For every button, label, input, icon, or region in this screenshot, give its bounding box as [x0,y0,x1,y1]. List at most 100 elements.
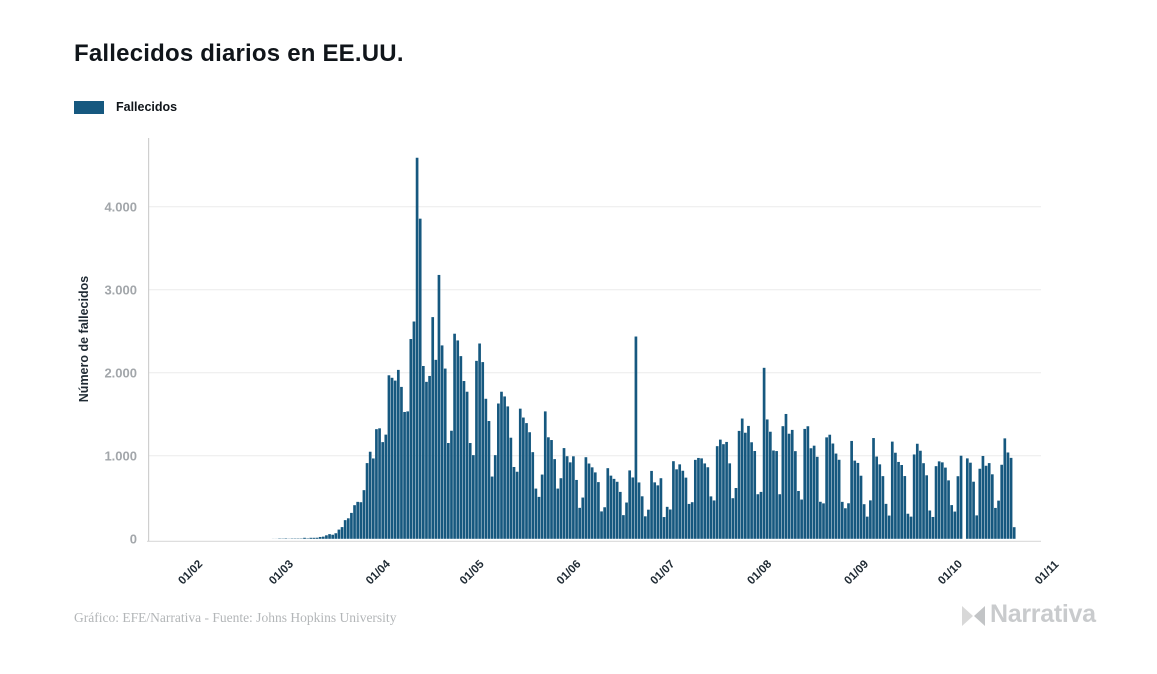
bar [887,515,891,539]
bar [800,499,803,539]
bar [396,369,400,539]
bar [584,457,588,539]
bar [665,506,669,539]
bar [812,445,816,539]
bar [356,501,360,539]
bar [809,448,813,539]
bar [725,441,728,539]
bar [915,443,919,539]
bar [700,458,703,539]
bar [912,454,916,539]
legend: Fallecidos [74,100,177,114]
bar [450,430,453,539]
bar [747,425,750,539]
bar [884,503,888,539]
bar [728,463,732,539]
bar [715,446,719,539]
bar [953,511,957,539]
bar [456,340,460,539]
bar [522,417,525,539]
bar [762,367,766,539]
bar [909,516,913,539]
bar [828,434,832,539]
bar [425,381,428,539]
bar [556,488,560,539]
bar [1006,452,1010,539]
bar [847,503,850,539]
bar [400,386,403,539]
bar [393,380,397,539]
bar [919,450,922,539]
bar [478,343,481,539]
bar [409,339,413,539]
bar [659,478,663,539]
bar [565,456,569,539]
bar [681,470,685,539]
bar [734,488,738,539]
bar [994,507,997,539]
bar [687,503,691,539]
bar [934,466,938,539]
bar [603,507,606,539]
bar [653,482,657,539]
bar [750,442,753,539]
bar [359,502,363,539]
bar [947,480,950,539]
bar [856,462,860,539]
bar [706,467,710,539]
bar [765,419,769,539]
bar [990,474,994,539]
bar [978,468,982,539]
bar [778,494,782,539]
bar [897,461,900,539]
bar [493,455,497,539]
bar [440,345,444,539]
y-axis-title: Número de fallecidos [77,276,91,402]
bar [634,336,638,539]
bar [944,467,947,539]
bar [550,440,553,539]
bar [987,463,991,539]
bar [497,403,500,539]
bar [518,408,522,539]
bar [447,443,450,539]
bar [506,406,510,539]
bar [531,452,535,539]
bar [844,508,847,539]
bar [975,515,979,539]
bar [628,470,632,539]
bar [925,475,929,539]
bar [869,500,872,539]
bar [459,356,463,539]
bar [931,516,935,539]
bar [697,457,700,539]
bar [865,516,869,539]
bar [612,478,616,539]
bar [862,504,866,539]
bar [334,533,338,539]
bar [340,527,344,539]
x-tick-label: 01/03 [267,558,296,587]
bar [650,470,653,539]
bar [781,426,785,539]
bar [534,488,538,539]
bar [956,476,960,539]
bar [837,459,841,539]
bar [759,491,763,539]
bar [831,443,835,539]
bar [625,502,628,539]
bar [1000,464,1004,539]
bar [772,450,775,539]
bar [631,477,635,539]
bar [512,467,516,539]
bar [922,463,925,539]
bar [906,513,910,539]
bar [353,505,356,539]
bar [647,509,650,539]
bar [431,317,435,539]
bar [415,157,419,539]
legend-swatch-icon [74,100,104,114]
bar [615,481,619,539]
bar [381,442,385,539]
bar [675,469,678,539]
